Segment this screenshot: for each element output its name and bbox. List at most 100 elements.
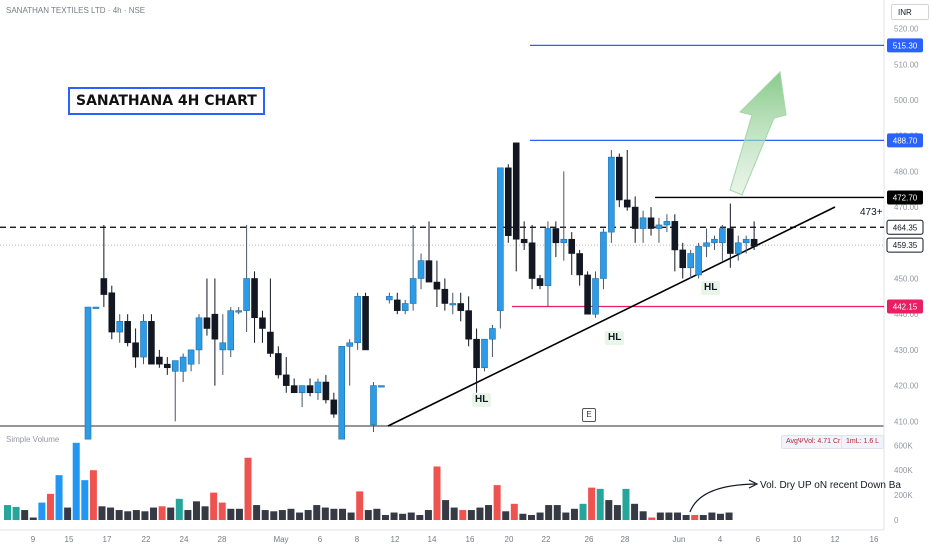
- volume-bar: [132, 510, 140, 520]
- candle-body: [314, 381, 322, 394]
- volume-bar: [399, 513, 407, 520]
- volume-tick-label: 0: [894, 516, 899, 525]
- hl-label-1: HL: [472, 393, 492, 407]
- price-level-badge: [886, 237, 924, 253]
- volume-bar: [72, 442, 80, 520]
- volume-bar: [433, 466, 441, 520]
- candle-body: [655, 224, 663, 229]
- candle-body: [489, 328, 496, 340]
- volume-bar: [424, 510, 432, 520]
- volume-bar: [64, 507, 72, 520]
- time-tick-label: 17: [103, 535, 112, 544]
- time-tick-label: 20: [505, 535, 514, 544]
- candle-body: [92, 306, 100, 309]
- time-tick-label: 22: [542, 535, 551, 544]
- volume-bar: [631, 503, 639, 520]
- candle-body: [362, 296, 369, 351]
- price-tick-label: 420.00: [894, 382, 919, 391]
- volume-bar: [313, 505, 321, 520]
- price-level-badge: [887, 133, 923, 148]
- candle-body: [504, 167, 512, 236]
- volume-bar: [674, 512, 682, 520]
- price-tick-label: 410.00: [894, 417, 919, 426]
- candle-body: [251, 278, 258, 319]
- candle-body: [592, 278, 599, 315]
- candle-body: [734, 242, 742, 254]
- price-level-badge: [887, 38, 923, 53]
- candle-body: [393, 299, 401, 311]
- candle-body: [497, 167, 504, 311]
- volume-bar: [235, 508, 243, 520]
- time-tick-label: 8: [355, 535, 360, 544]
- volume-bar: [364, 510, 372, 520]
- volume-bar: [519, 513, 527, 520]
- candle-body: [140, 321, 147, 358]
- volume-bar: [124, 511, 132, 520]
- volume-bar: [210, 492, 218, 520]
- volume-bar: [321, 507, 329, 520]
- time-tick-label: 4: [718, 535, 723, 544]
- candle-body: [536, 278, 544, 286]
- price-level-badge-label: 442.15: [893, 303, 918, 312]
- candle-body: [560, 238, 568, 244]
- price-tick-label: 480.00: [894, 167, 919, 176]
- earnings-event-marker[interactable]: E: [582, 408, 596, 422]
- candle-body: [417, 260, 425, 279]
- volume-bar: [270, 511, 278, 520]
- time-tick-label: 28: [218, 535, 227, 544]
- candle-body: [322, 381, 330, 401]
- candle-body: [671, 221, 679, 251]
- volume-bar: [613, 505, 621, 520]
- volume-bar: [716, 513, 724, 520]
- time-tick-label: 15: [65, 535, 74, 544]
- volume-bar: [545, 505, 553, 520]
- volume-bar: [12, 506, 20, 520]
- candle-body: [528, 242, 536, 279]
- candle-body: [108, 292, 116, 333]
- volume-bar: [442, 500, 450, 520]
- candle-body: [179, 356, 187, 372]
- candle-body: [703, 242, 710, 247]
- volume-bar: [218, 502, 226, 520]
- volume-bar: [347, 512, 355, 520]
- candle-body: [275, 353, 282, 376]
- volume-bar: [175, 498, 183, 520]
- volume-bar: [261, 510, 269, 520]
- price-tick-label: 450.00: [894, 275, 919, 284]
- candle-body: [449, 303, 457, 306]
- price-level-badge: [887, 299, 923, 314]
- volume-bar: [502, 511, 510, 520]
- candle-body: [100, 278, 108, 295]
- candle-body: [124, 321, 131, 344]
- price-level-badge-label: 472.70: [893, 193, 918, 202]
- time-tick-label: Jun: [673, 535, 686, 544]
- volume-bar: [656, 512, 664, 520]
- volume-tick-label: 200K: [894, 491, 913, 500]
- candle-body: [727, 228, 734, 254]
- candle-body: [259, 317, 266, 329]
- volume-bar: [416, 515, 424, 520]
- candle-body: [148, 321, 155, 365]
- symbol-line: SANATHAN TEXTILES LTD · 4h · NSE: [6, 6, 146, 15]
- candle-body: [639, 217, 647, 229]
- price-tick-label: 510.00: [894, 60, 919, 69]
- volume-bar: [244, 457, 252, 520]
- ml-volume-badge: 1mL: 1.6 L: [841, 435, 885, 449]
- volume-bar: [605, 500, 613, 520]
- candle-body: [243, 278, 250, 311]
- time-tick-label: 9: [31, 535, 36, 544]
- candle-body: [378, 385, 385, 388]
- volume-bar: [459, 510, 467, 520]
- volume-note: Vol. Dry UP oN recent Down Ba: [760, 480, 901, 491]
- volume-bar: [725, 512, 733, 520]
- volume-bar: [330, 508, 338, 520]
- volume-bar: [476, 507, 484, 520]
- candle-body: [623, 199, 631, 208]
- time-tick-label: 22: [142, 535, 151, 544]
- candle-body: [576, 253, 583, 276]
- ascending-trendline: [387, 206, 836, 427]
- candle-body: [433, 281, 441, 290]
- currency-selector[interactable]: INR: [891, 4, 929, 20]
- volume-bar: [278, 510, 286, 520]
- candle-body: [457, 303, 465, 311]
